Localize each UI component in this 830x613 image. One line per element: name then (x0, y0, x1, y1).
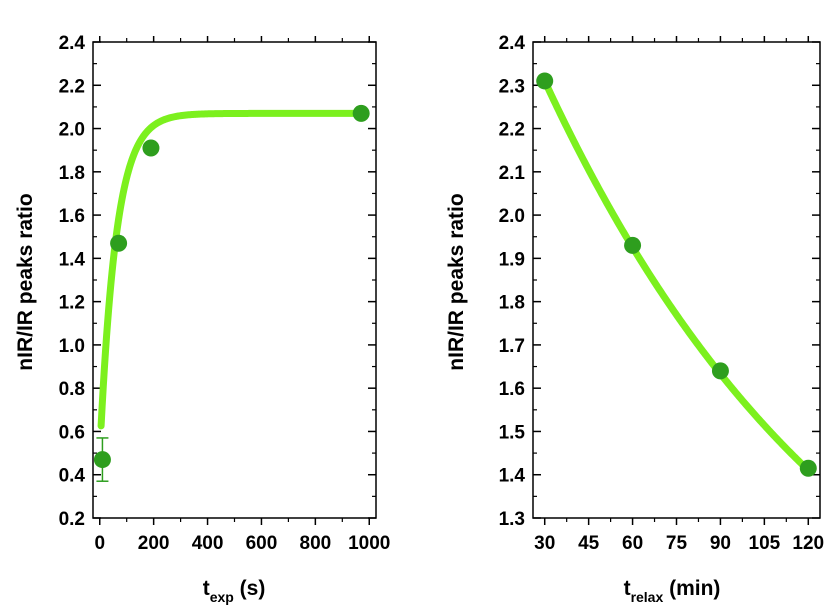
right-x-tick-label: 60 (622, 533, 643, 554)
left-points-layer (93, 104, 370, 482)
right-y-tick-label: 2.0 (499, 206, 525, 227)
right-data-point (624, 236, 642, 254)
left-x-axis-title-main: t (203, 577, 210, 600)
left-x-tick-label: 800 (300, 533, 332, 554)
left-x-tick-label: 1000 (348, 533, 390, 554)
left-x-tick-label: 600 (246, 533, 278, 554)
left-y-tick-label: 1.2 (59, 293, 85, 314)
right-chart: 1.3 1.4 1.5 1.6 1.7 1.8 1.9 2.0 2.1 2.2 2.3 2.4 30 45… (445, 33, 824, 605)
left-data-point (93, 451, 111, 469)
right-y-tick-label: 1.8 (499, 293, 525, 314)
right-y-tick-label: 2.4 (499, 33, 526, 54)
right-y-tick-label: 1.7 (499, 336, 525, 357)
left-y-tick-label: 2.4 (59, 33, 86, 54)
right-y-tick-label: 1.4 (499, 466, 526, 487)
left-fit-layer (97, 109, 368, 430)
left-y-tick-label: 0.2 (59, 509, 85, 530)
left-chart: 0.2 0.4 0.6 0.8 1.0 1.2 1.4 1.6 1.8 2.0 2.2 2.4 0 200… (14, 33, 390, 605)
left-y-axis-title: nIR/IR peaks ratio (14, 193, 37, 370)
right-y-tick-label: 2.2 (499, 120, 525, 141)
right-x-tick-label: 30 (534, 533, 555, 554)
right-y-tick-label: 1.9 (499, 249, 525, 270)
right-fit-curve (541, 77, 812, 474)
left-x-tick-label: 200 (138, 533, 170, 554)
left-fit-curve (97, 109, 368, 430)
left-y-tick-label: 1.6 (59, 206, 85, 227)
left-data-point (110, 234, 128, 252)
right-data-point (799, 459, 817, 477)
right-ticks (533, 36, 820, 525)
right-x-tick-label: 90 (710, 533, 731, 554)
right-y-axis-title: nIR/IR peaks ratio (445, 193, 468, 370)
left-x-axis-title: texp (s) (203, 577, 266, 605)
left-data-point (352, 104, 370, 122)
right-y-tick-label: 1.6 (499, 379, 525, 400)
left-y-tick-label: 1.4 (59, 249, 86, 270)
right-y-tick-label: 1.5 (499, 422, 526, 443)
right-data-point (711, 362, 729, 380)
right-points-layer (536, 72, 817, 477)
right-y-tick-label: 2.1 (499, 163, 526, 184)
left-y-tick-label: 1.8 (59, 163, 85, 184)
right-x-tick-label: 120 (792, 533, 824, 554)
right-x-tick-label: 75 (666, 533, 688, 554)
left-y-tick-label: 1.0 (59, 336, 85, 357)
left-tick-labels: 0.2 0.4 0.6 0.8 1.0 1.2 1.4 1.6 1.8 2.0 2.2 2.4 0 200… (59, 33, 391, 554)
right-y-tick-label: 1.3 (499, 509, 525, 530)
right-tick-labels: 1.3 1.4 1.5 1.6 1.7 1.8 1.9 2.0 2.1 2.2 2.3 2.4 30 45… (499, 33, 825, 554)
left-ticks (93, 36, 376, 525)
right-data-point (536, 72, 554, 90)
left-y-tick-label: 2.0 (59, 120, 85, 141)
left-y-tick-label: 2.2 (59, 76, 85, 97)
left-y-tick-label: 0.4 (59, 466, 86, 487)
right-x-tick-label: 45 (578, 533, 600, 554)
left-y-tick-label: 0.6 (59, 422, 85, 443)
right-x-axis-title: trelax (min) (624, 577, 721, 605)
right-x-axis-title-main: t (624, 577, 631, 600)
left-data-point (142, 139, 160, 157)
left-x-axis-title-sub: exp (210, 589, 234, 605)
left-x-axis-title-unit: (s) (234, 577, 266, 600)
right-x-axis-title-sub: relax (631, 589, 664, 605)
right-x-tick-label: 105 (749, 533, 781, 554)
left-y-tick-label: 0.8 (59, 379, 85, 400)
right-y-tick-label: 2.3 (499, 76, 525, 97)
right-fit-layer (541, 77, 812, 474)
left-x-tick-label: 400 (192, 533, 224, 554)
right-plot-frame (532, 41, 821, 519)
right-x-axis-title-unit: (min) (663, 577, 720, 600)
left-x-tick-label: 0 (94, 533, 105, 554)
